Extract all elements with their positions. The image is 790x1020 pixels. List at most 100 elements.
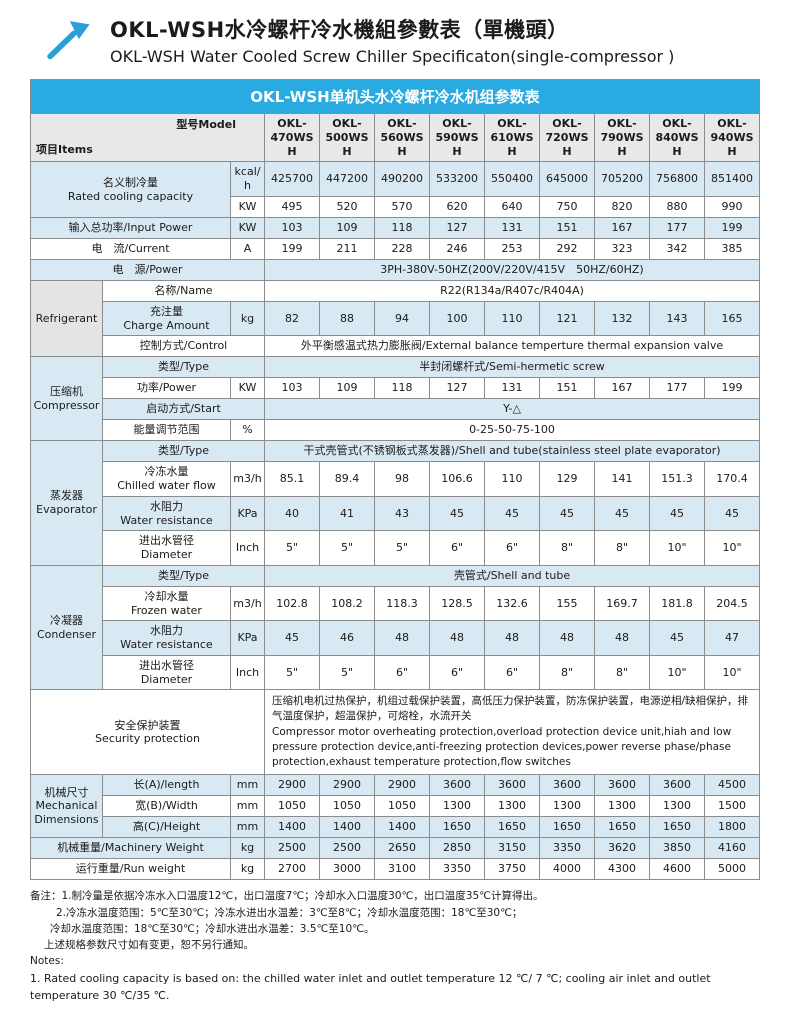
row-label-cell: 类型/Type <box>102 564 265 587</box>
value-cell: 131 <box>484 216 540 239</box>
value-cell: 1050 <box>374 795 430 818</box>
merged-value-cell: R22(R134a/R407c/R404A) <box>264 279 760 302</box>
value-cell: 155 <box>539 585 595 622</box>
unit-cell: mm <box>230 795 265 818</box>
row-label-cell: 进出水管径 Diameter <box>102 654 231 691</box>
table-row: 控制方式/Control 外平衡感温式热力膨胀阀/External balance… <box>31 335 760 358</box>
row-label-cell: 水阻力 Water resistance <box>102 620 231 656</box>
model-column-header: OKL- 590WSH <box>429 112 485 163</box>
model-column-header: OKL- 610WSH <box>484 112 540 163</box>
table-row: 冷却水量 Frozen water m3/h 102.8 108.2 118.3 128.5… <box>31 585 760 622</box>
value-cell: 45 <box>704 495 760 532</box>
table-row: 宽(B)/Width mm 1050 1050 1050 1300 1300 1300 1300… <box>31 795 760 818</box>
page-subtitle: OKL-WSH Water Cooled Screw Chiller Speci… <box>110 47 675 66</box>
value-cell: 98 <box>374 461 430 497</box>
value-cell: 3620 <box>594 837 650 860</box>
unit-cell: KW <box>230 195 265 218</box>
unit-cell: A <box>230 237 265 260</box>
unit-cell: KW <box>230 216 265 239</box>
value-cell: 5" <box>264 654 320 691</box>
unit-cell: m3/h <box>230 585 265 622</box>
unit-cell: KPa <box>230 495 265 532</box>
value-cell: 45 <box>594 495 650 532</box>
value-cell: 3600 <box>539 774 595 797</box>
notes-section: 备注：1.制冷量是依据冷冻水入口温度12℃，出口温度7℃；冷却水入口温度30℃，… <box>30 888 760 1003</box>
unit-cell: KW <box>230 377 265 400</box>
value-cell: 880 <box>649 195 705 218</box>
row-label-cell: 宽(B)/Width <box>102 795 231 818</box>
spec-table: 型号Model 项目Items OKL- 470WSH OKL- 500WSH OKL-… <box>30 112 760 881</box>
model-column-header: OKL- 470WSH <box>264 112 320 163</box>
model-header-row: 型号Model 项目Items OKL- 470WSH OKL- 500WSH OKL-… <box>30 112 760 163</box>
value-cell: 88 <box>319 300 375 337</box>
value-cell: 41 <box>319 495 375 532</box>
value-cell: 129 <box>539 461 595 497</box>
value-cell: 385 <box>704 237 760 260</box>
value-cell: 1050 <box>264 795 320 818</box>
corner-model-label: 型号Model <box>176 118 236 131</box>
value-cell: 165 <box>704 300 760 337</box>
value-cell: 106.6 <box>429 461 485 497</box>
value-cell: 6" <box>374 654 430 691</box>
unit-cell: KPa <box>230 620 265 656</box>
value-cell: 820 <box>594 195 650 218</box>
value-cell: 3600 <box>484 774 540 797</box>
table-row: 冷凝器 Condenser 类型/Type 壳管式/Shell and tube <box>30 564 760 691</box>
row-label-cell: 类型/Type <box>102 440 265 463</box>
value-cell: 118.3 <box>374 585 430 622</box>
value-cell: 253 <box>484 237 540 260</box>
value-cell: 167 <box>594 377 650 400</box>
model-column-header: OKL- 940WSH <box>704 112 760 163</box>
value-cell: 2700 <box>264 858 320 881</box>
model-column-header: OKL- 560WSH <box>374 112 430 163</box>
row-label-cell: 机械重量/Machinery Weight <box>30 837 231 860</box>
value-cell: 131 <box>484 377 540 400</box>
unit-cell: m3/h <box>230 461 265 497</box>
value-cell: 3350 <box>429 858 485 881</box>
value-cell: 199 <box>704 377 760 400</box>
category-cell: 机械尺寸 Mechanical Dimensions <box>30 774 103 839</box>
table-row: 蒸发器 Evaporator 类型/Type 干式壳管式(不锈钢板式蒸发器)/Shel… <box>30 440 760 566</box>
page-title: OKL-WSH水冷螺杆冷水機組參數表（單機頭） <box>110 18 569 42</box>
value-cell: 48 <box>594 620 650 656</box>
merged-value-cell: Y-△ <box>264 398 760 421</box>
value-cell: 3150 <box>484 837 540 860</box>
value-cell: 2500 <box>264 837 320 860</box>
merged-value-cell: 外平衡感温式热力膨胀阀/External balance temperture … <box>264 335 760 358</box>
value-cell: 2500 <box>319 837 375 860</box>
note-line: 冷却水温度范围：18℃至30℃；冷却水进出水温差：3.5℃至10℃。 <box>50 922 375 935</box>
value-cell: 1300 <box>649 795 705 818</box>
merged-value-cell: 3PH-380V-50HZ(200V/220V/415V 50HZ/60HZ) <box>264 258 760 281</box>
value-cell: 3350 <box>539 837 595 860</box>
value-cell: 45 <box>264 620 320 656</box>
unit-cell: kcal/h <box>230 161 265 197</box>
value-cell: 3850 <box>649 837 705 860</box>
value-cell: 1300 <box>539 795 595 818</box>
value-cell: 10" <box>704 530 760 566</box>
model-column-header: OKL- 840WSH <box>649 112 705 163</box>
value-cell: 990 <box>704 195 760 218</box>
row-label-cell: 安全保护装置 Security protection <box>30 689 265 776</box>
value-cell: 10" <box>704 654 760 691</box>
note-line: 1. Rated cooling capacity is based on: t… <box>30 971 711 1002</box>
table-row: Refrigerant 名称/Name R22(R134a/R407c/R404A) <box>30 279 760 358</box>
value-cell: 4300 <box>594 858 650 881</box>
note-line: 备注：1.制冷量是依据冷冻水入口温度12℃，出口温度7℃；冷却水入口温度30℃，… <box>30 890 544 903</box>
value-cell: 323 <box>594 237 650 260</box>
value-cell: 45 <box>539 495 595 532</box>
value-cell: 6" <box>484 530 540 566</box>
value-cell: 141 <box>594 461 650 497</box>
note-line: 上述规格参数尺寸如有变更，恕不另行通知。 <box>44 939 254 952</box>
value-cell: 132 <box>594 300 650 337</box>
value-cell: 1650 <box>649 816 705 839</box>
logo-arrow-icon <box>42 17 96 67</box>
value-cell: 177 <box>649 216 705 239</box>
table-row: 充注量 Charge Amount kg 82 88 94 100 110 121 132 143 1… <box>31 300 760 337</box>
value-cell: 82 <box>264 300 320 337</box>
table-row: 运行重量/Run weight kg 2700 3000 3100 3350 3750 400… <box>30 858 760 881</box>
row-label-cell: 高(C)/Height <box>102 816 231 839</box>
value-cell: 3600 <box>649 774 705 797</box>
row-label-cell: 长(A)/length <box>102 774 231 797</box>
value-cell: 640 <box>484 195 540 218</box>
